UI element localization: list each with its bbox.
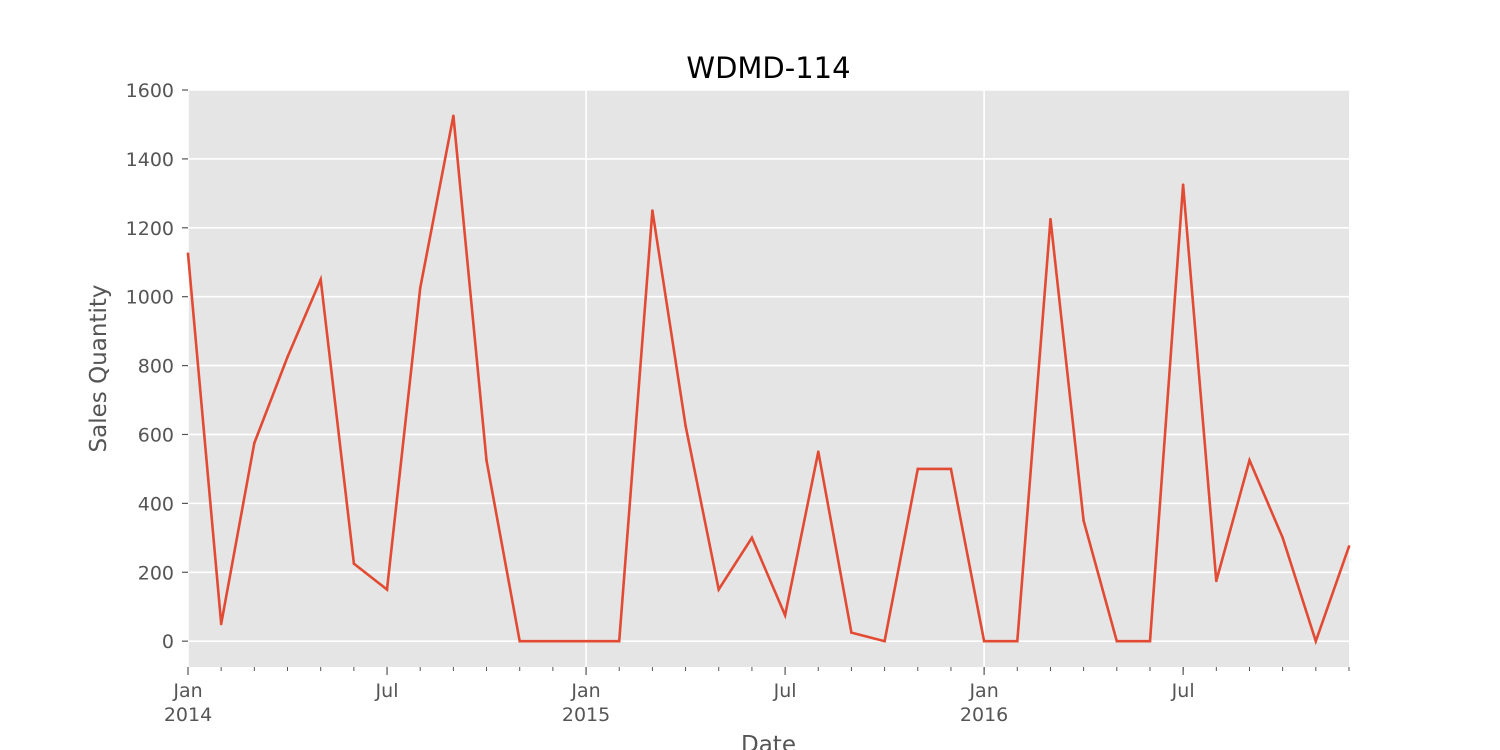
x-tick-label: Jul [375, 680, 399, 702]
data-point [1314, 639, 1318, 643]
data-point [1148, 639, 1152, 643]
data-point [717, 588, 721, 591]
x-tick-label: Jan [172, 680, 202, 702]
data-point [982, 639, 986, 643]
data-point [319, 278, 322, 281]
y-tick-label: 1400 [126, 149, 174, 171]
x-tick-label: Jan [570, 680, 600, 702]
y-tick-label: 1000 [126, 287, 174, 309]
series-line [186, 115, 1351, 646]
data-point [883, 639, 886, 643]
data-point [584, 639, 588, 643]
data-point [219, 622, 223, 626]
y-tick-label: 0 [162, 631, 174, 653]
x-tick-label: Jul [1171, 680, 1195, 702]
y-tick-label: 200 [138, 562, 174, 584]
data-point [1181, 183, 1185, 187]
data-point [1347, 545, 1351, 548]
y-axis: 0 200 400 600 800 1000 1200 1400 1600 [126, 80, 188, 653]
data-point [651, 209, 654, 212]
data-point [418, 286, 422, 290]
y-tick-label: 1600 [126, 80, 174, 102]
x-tick-label: Jul [773, 680, 797, 702]
data-point [186, 252, 190, 255]
y-tick-label: 400 [138, 493, 174, 515]
data-point [286, 355, 289, 359]
data-point [617, 639, 621, 643]
series-layer [186, 114, 1351, 646]
plot-area [188, 90, 1349, 667]
y-tick-label: 600 [138, 424, 174, 446]
y-axis-label: Sales Quantity [86, 285, 112, 453]
data-point [485, 459, 488, 462]
data-point [1248, 459, 1251, 462]
data-point [1049, 217, 1052, 221]
data-point [949, 467, 953, 471]
grid-lines [187, 89, 1349, 667]
data-point [385, 588, 389, 591]
y-tick-label: 800 [138, 356, 174, 378]
data-point [1015, 639, 1019, 643]
x-tick-label: Jan [968, 680, 998, 702]
data-point [750, 536, 754, 540]
data-point [518, 639, 522, 643]
data-point [916, 467, 920, 471]
data-point [452, 114, 455, 118]
data-point [551, 639, 555, 643]
data-point [816, 450, 820, 454]
data-point [684, 424, 687, 428]
data-point [253, 441, 256, 445]
data-point [352, 562, 356, 565]
data-point [783, 614, 787, 617]
data-point [1281, 536, 1284, 540]
x-tick-year-label: 2016 [960, 704, 1008, 726]
x-tick-year-label: 2015 [562, 704, 610, 726]
chart-title: WDMD-114 [686, 51, 850, 85]
data-point [850, 631, 853, 634]
data-point [1115, 639, 1119, 643]
x-axis-label: Date [741, 732, 796, 750]
data-point [1082, 519, 1085, 522]
data-point [1215, 579, 1218, 583]
x-tick-year-label: 2014 [164, 704, 212, 726]
y-tick-label: 1200 [126, 218, 174, 240]
